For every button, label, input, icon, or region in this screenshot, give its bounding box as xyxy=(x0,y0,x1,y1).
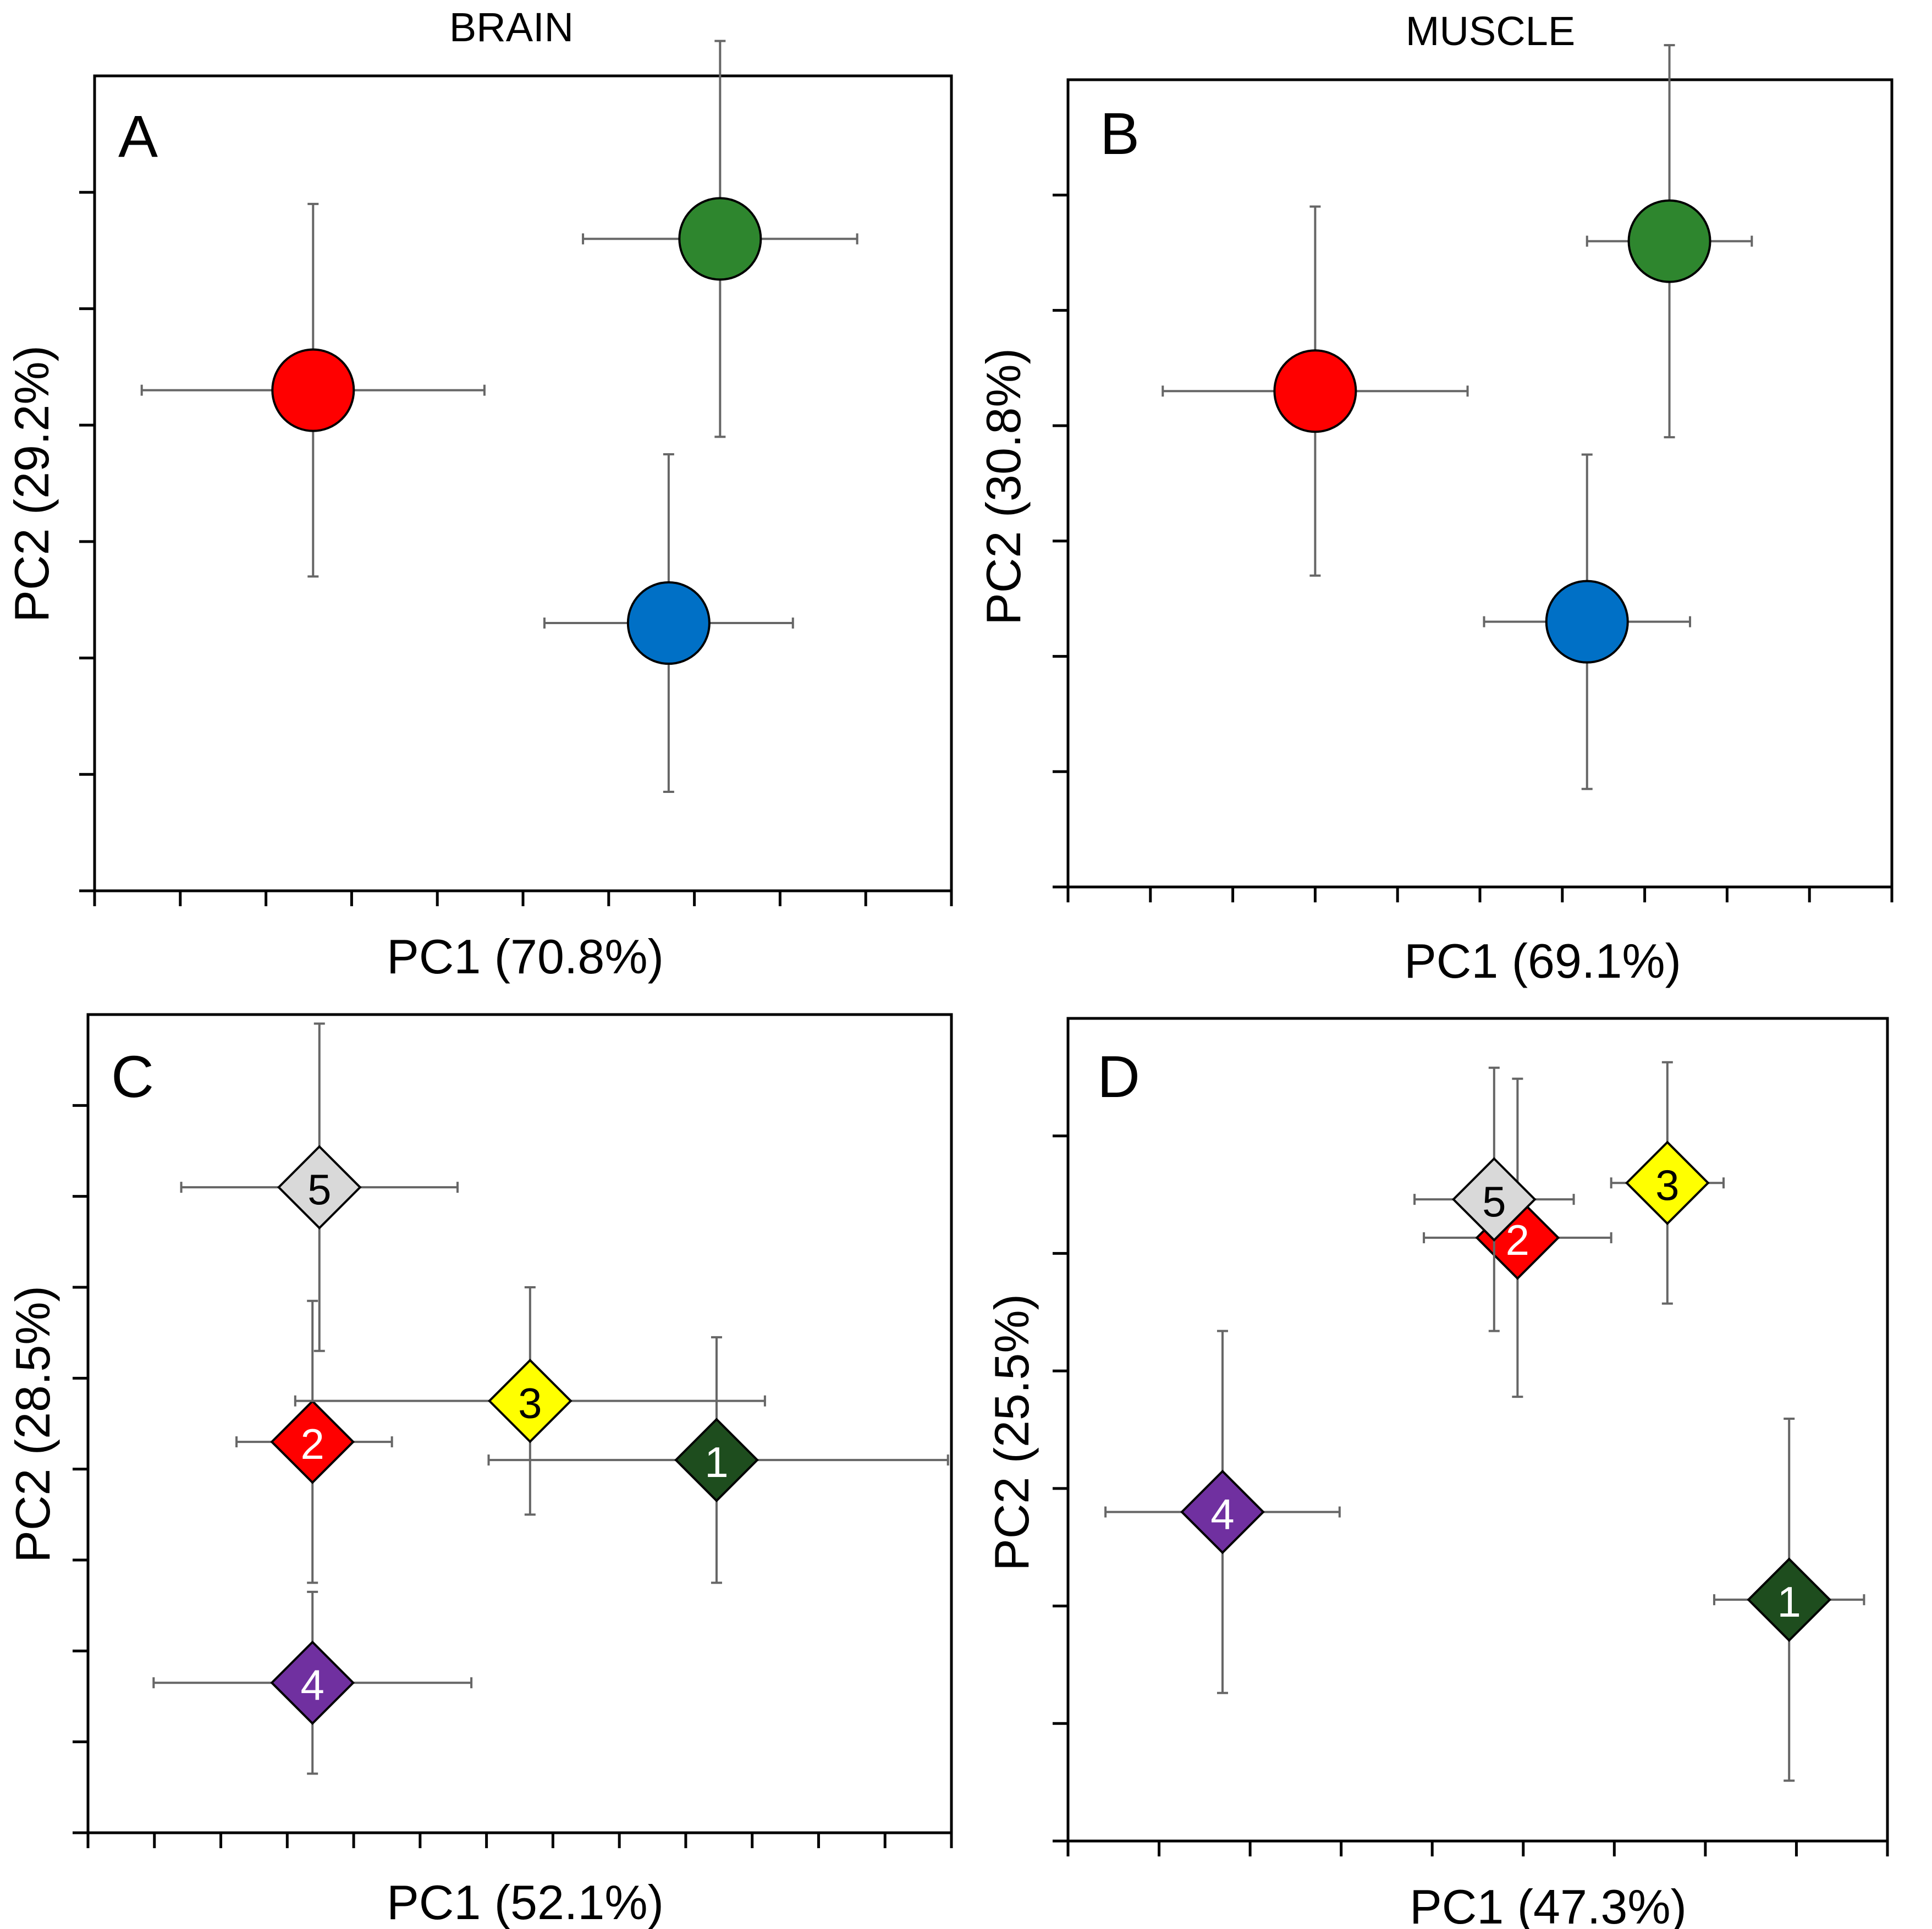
data-point-diamond-3 xyxy=(1625,1140,1710,1226)
data-point-label: 5 xyxy=(307,1165,331,1214)
data-point-diamond-5 xyxy=(1451,1157,1537,1242)
panel-c: C PC1 (52.1%) PC2 (28.5%) 1 2 3 4 5 xyxy=(5,1013,953,1929)
data-point-diamond-1 xyxy=(1747,1557,1832,1643)
plot-frame xyxy=(86,1013,953,1834)
data-point-circle xyxy=(1545,580,1629,664)
panel-letter-c: C xyxy=(111,1043,154,1110)
x-axis-label: PC1 (52.1%) xyxy=(387,1875,664,1929)
y-axis-label: PC2 (28.5%) xyxy=(5,1286,60,1563)
plot-frame xyxy=(1066,78,1894,889)
data-point-diamond-4 xyxy=(1180,1469,1265,1555)
data-point-diamond-2 xyxy=(270,1399,355,1484)
data-point-circle xyxy=(1273,349,1357,433)
data-point-label: 4 xyxy=(301,1661,324,1709)
data-point-circle xyxy=(626,581,711,665)
data-point-label: 5 xyxy=(1482,1177,1506,1226)
data-point-label: 3 xyxy=(518,1379,542,1428)
panel-letter-b: B xyxy=(1100,100,1140,167)
data-point-label: 1 xyxy=(1777,1578,1801,1626)
data-point-label: 4 xyxy=(1210,1490,1234,1539)
y-axis-label: PC2 (29.2%) xyxy=(4,345,59,622)
x-axis-label: PC1 (69.1%) xyxy=(1404,934,1681,988)
column-title-muscle: MUSCLE xyxy=(1406,8,1575,54)
panel-letter-a: A xyxy=(118,103,158,169)
data-point-label: 2 xyxy=(301,1420,324,1468)
data-point-circle xyxy=(678,197,762,281)
panel-letter-d: D xyxy=(1097,1043,1140,1110)
x-axis-label: PC1 (47.3%) xyxy=(1410,1880,1687,1929)
x-axis-label: PC1 (70.8%) xyxy=(387,929,664,984)
data-point-label: 1 xyxy=(704,1438,728,1486)
data-point-circle xyxy=(271,348,355,432)
data-point-diamond-4 xyxy=(270,1640,355,1726)
plot-frame xyxy=(93,74,953,892)
data-point-diamond-1 xyxy=(674,1418,759,1502)
column-title-brain: BRAIN xyxy=(449,4,574,50)
data-point-circle xyxy=(1627,199,1711,283)
data-point-diamond-5 xyxy=(277,1145,362,1230)
panel-b: B PC1 (69.1%) PC2 (30.8%) xyxy=(976,44,1894,988)
data-point-diamond-3 xyxy=(488,1358,573,1443)
panel-a: A PC1 (70.8%) PC2 (29.2%) xyxy=(4,40,953,984)
y-axis-label: PC2 (25.5%) xyxy=(984,1294,1039,1571)
plot-frame xyxy=(1066,1017,1889,1843)
data-point-label: 3 xyxy=(1655,1161,1679,1209)
y-axis-label: PC2 (30.8%) xyxy=(976,348,1031,625)
